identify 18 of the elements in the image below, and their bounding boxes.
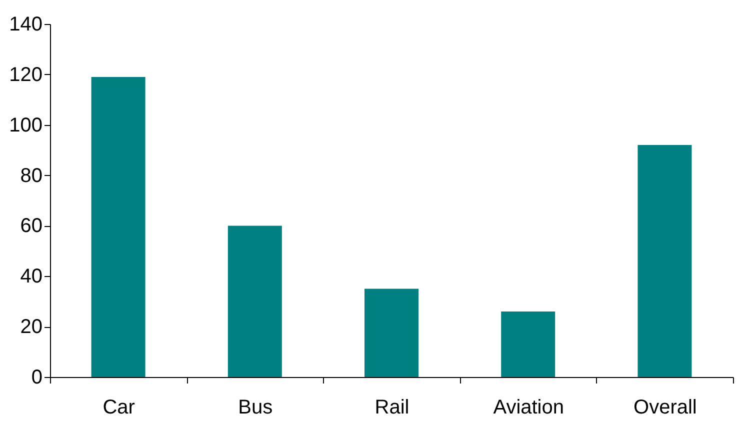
bar bbox=[228, 226, 282, 377]
y-tick-label: 140 bbox=[9, 14, 42, 36]
x-tick-label: Overall bbox=[634, 396, 697, 418]
y-tick-label: 120 bbox=[9, 64, 42, 86]
x-tick-label: Rail bbox=[374, 396, 410, 418]
bar bbox=[501, 311, 556, 377]
x-tick-label: Car bbox=[102, 396, 136, 418]
x-tick-label: Aviation bbox=[493, 396, 564, 418]
y-tick-label: 100 bbox=[9, 114, 42, 136]
x-tick-label: Bus bbox=[238, 396, 273, 418]
y-tick-label: 80 bbox=[20, 164, 42, 187]
y-tick-label: 20 bbox=[20, 316, 42, 338]
bar bbox=[364, 288, 418, 377]
y-tick-label: 40 bbox=[20, 266, 42, 288]
y-tick-label: 60 bbox=[20, 215, 42, 238]
bar bbox=[638, 145, 692, 377]
bar bbox=[91, 76, 146, 377]
y-tick-label: 0 bbox=[31, 366, 42, 388]
